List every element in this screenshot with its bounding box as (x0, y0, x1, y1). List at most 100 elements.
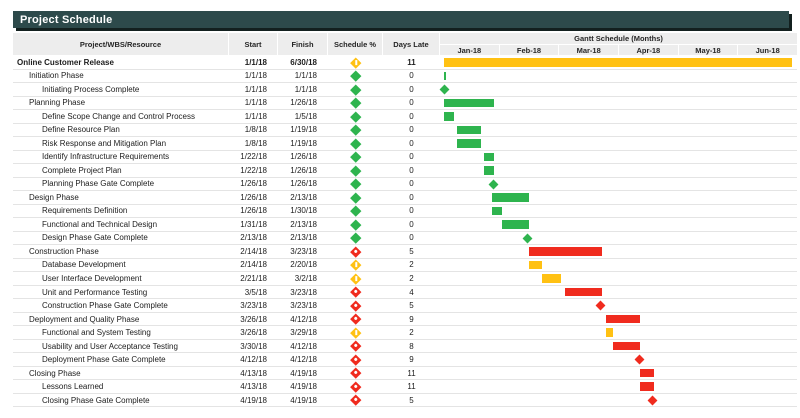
schedule-status-cell (328, 83, 383, 95)
task-name: Identify Infrastructure Requirements (42, 152, 170, 162)
table-row[interactable]: Construction Phase 2/14/18 3/23/18 5 (13, 245, 797, 259)
table-row[interactable]: Initiating Process Complete 1/1/18 1/1/18 0 (13, 83, 797, 97)
days-late-value: 0 (409, 152, 414, 162)
table-row[interactable]: Identify Infrastructure Requirements 1/22… (13, 151, 797, 165)
table-row[interactable]: Complete Project Plan 1/22/18 1/26/18 0 (13, 164, 797, 178)
table-row[interactable]: Deployment and Quality Phase 3/26/18 4/12/… (13, 313, 797, 327)
start-date: 1/26/18 (240, 179, 267, 189)
gantt-cell (440, 380, 797, 393)
status-diamond-red-icon (350, 394, 361, 406)
finish-date: 1/30/18 (290, 206, 317, 216)
gantt-track (440, 83, 792, 96)
diamond-dot (353, 249, 358, 254)
diamond-exclamation (354, 59, 357, 65)
task-name: User Interface Development (42, 274, 142, 283)
diamond-exclamation (354, 276, 357, 281)
table-row[interactable]: Risk Response and Mitigation Plan 1/8/18 1… (13, 137, 797, 151)
table-row[interactable]: Unit and Performance Testing 3/5/18 3/23/1… (13, 286, 797, 300)
days-late-value: 0 (409, 71, 414, 81)
schedule-status-cell (328, 381, 383, 392)
task-name: Initiation Phase (29, 71, 84, 81)
diamond-dot (353, 303, 358, 308)
gantt-cell (440, 394, 797, 407)
gantt-bar-red (528, 247, 602, 256)
gantt-bar-yellow (605, 328, 614, 337)
table-row[interactable]: Define Scope Change and Control Process 1… (13, 110, 797, 124)
status-diamond-yellow-icon (350, 273, 361, 284)
finish-date: 2/13/18 (290, 233, 317, 243)
table-row[interactable]: Deployment Phase Gate Complete 4/12/18 4/1… (13, 353, 797, 367)
finish-date: 1/26/18 (290, 152, 317, 162)
days-late-value: 0 (409, 84, 414, 94)
table-row[interactable]: Planning Phase 1/1/18 1/26/18 0 (13, 97, 797, 111)
days-late-value: 11 (407, 57, 416, 67)
schedule-status-cell (328, 205, 383, 217)
gantt-bar-red (605, 314, 641, 324)
start-date: 4/12/18 (240, 355, 267, 365)
start-date: 1/8/18 (244, 125, 267, 135)
task-name: Deployment and Quality Phase (29, 314, 140, 324)
days-late-value: 0 (409, 111, 414, 121)
finish-date: 1/19/18 (290, 125, 317, 135)
table-row[interactable]: Functional and System Testing 3/26/18 3/29… (13, 326, 797, 340)
table-row[interactable]: Functional and Technical Design 1/31/18 2/… (13, 218, 797, 232)
task-name: Planning Phase (29, 98, 86, 108)
diamond-dot (353, 343, 358, 349)
column-header-schedule-percent: Schedule % (328, 33, 382, 55)
table-row[interactable]: Closing Phase Gate Complete 4/19/18 4/19/1… (13, 394, 797, 408)
finish-date: 3/29/18 (290, 328, 317, 338)
gantt-cell (440, 164, 797, 177)
start-date: 3/30/18 (240, 341, 267, 351)
schedule-status-cell (328, 178, 383, 190)
gantt-bar-yellow (542, 274, 562, 283)
gantt-cell (440, 340, 797, 353)
days-late-value: 2 (409, 274, 414, 283)
gantt-bar-yellow (444, 58, 792, 67)
table-row[interactable]: Online Customer Release 1/1/18 6/30/18 11 (13, 56, 797, 70)
table-row[interactable]: Define Resource Plan 1/8/18 1/19/18 0 (13, 124, 797, 138)
gantt-cell (440, 353, 797, 366)
gantt-cell (440, 110, 797, 123)
task-name: Planning Phase Gate Complete (42, 179, 155, 189)
table-row[interactable]: Lessons Learned 4/13/18 4/19/18 11 (13, 380, 797, 394)
schedule-status-cell (328, 111, 383, 122)
project-schedule-table: Project/WBS/Resource Start Finish Schedu… (13, 33, 798, 408)
status-diamond-yellow-icon (350, 259, 361, 271)
schedule-status-cell (328, 394, 383, 406)
finish-date: 1/5/18 (294, 111, 317, 121)
table-row[interactable]: Database Development 2/14/18 2/20/18 2 (13, 259, 797, 273)
days-late-value: 0 (409, 233, 414, 243)
finish-date: 3/23/18 (290, 287, 317, 297)
gantt-track (444, 353, 792, 366)
gantt-cell (440, 299, 797, 312)
table-row[interactable]: Planning Phase Gate Complete 1/26/18 1/26/… (13, 178, 797, 192)
start-date: 1/8/18 (244, 138, 267, 148)
month-header-jan: Jan-18 (440, 45, 499, 55)
status-diamond-red-icon (350, 340, 361, 352)
finish-date: 2/13/18 (290, 192, 317, 202)
gantt-cell (440, 232, 797, 245)
table-row[interactable]: Design Phase Gate Complete 2/13/18 2/13/18… (13, 232, 797, 246)
table-row[interactable]: Usability and User Acceptance Testing 3/3… (13, 340, 797, 354)
gantt-cell (440, 191, 797, 204)
status-diamond-green-icon (350, 205, 361, 217)
month-header-apr: Apr-18 (619, 45, 678, 55)
status-diamond-green-icon (350, 232, 361, 244)
table-row[interactable]: User Interface Development 2/21/18 3/2/18 2 (13, 272, 797, 286)
table-row[interactable]: Requirements Definition 1/26/18 1/30/18 0 (13, 205, 797, 219)
schedule-status-cell (328, 327, 383, 338)
table-row[interactable]: Construction Phase Gate Complete 3/23/18 3… (13, 299, 797, 313)
task-name: Deployment Phase Gate Complete (42, 355, 166, 365)
table-row[interactable]: Closing Phase 4/13/18 4/19/18 11 (13, 367, 797, 381)
table-row[interactable]: Initiation Phase 1/1/18 1/1/18 0 (13, 70, 797, 84)
finish-date: 3/23/18 (290, 246, 317, 256)
days-late-value: 0 (409, 165, 414, 175)
gantt-track (444, 299, 792, 312)
gantt-track (444, 326, 792, 339)
table-row[interactable]: Design Phase 1/26/18 2/13/18 0 (13, 191, 797, 205)
start-date: 2/14/18 (240, 246, 267, 256)
task-name: Define Resource Plan (42, 125, 120, 135)
gantt-bar-green (492, 206, 502, 216)
finish-date: 3/23/18 (290, 301, 317, 311)
task-name: Usability and User Acceptance Testing (42, 341, 178, 351)
